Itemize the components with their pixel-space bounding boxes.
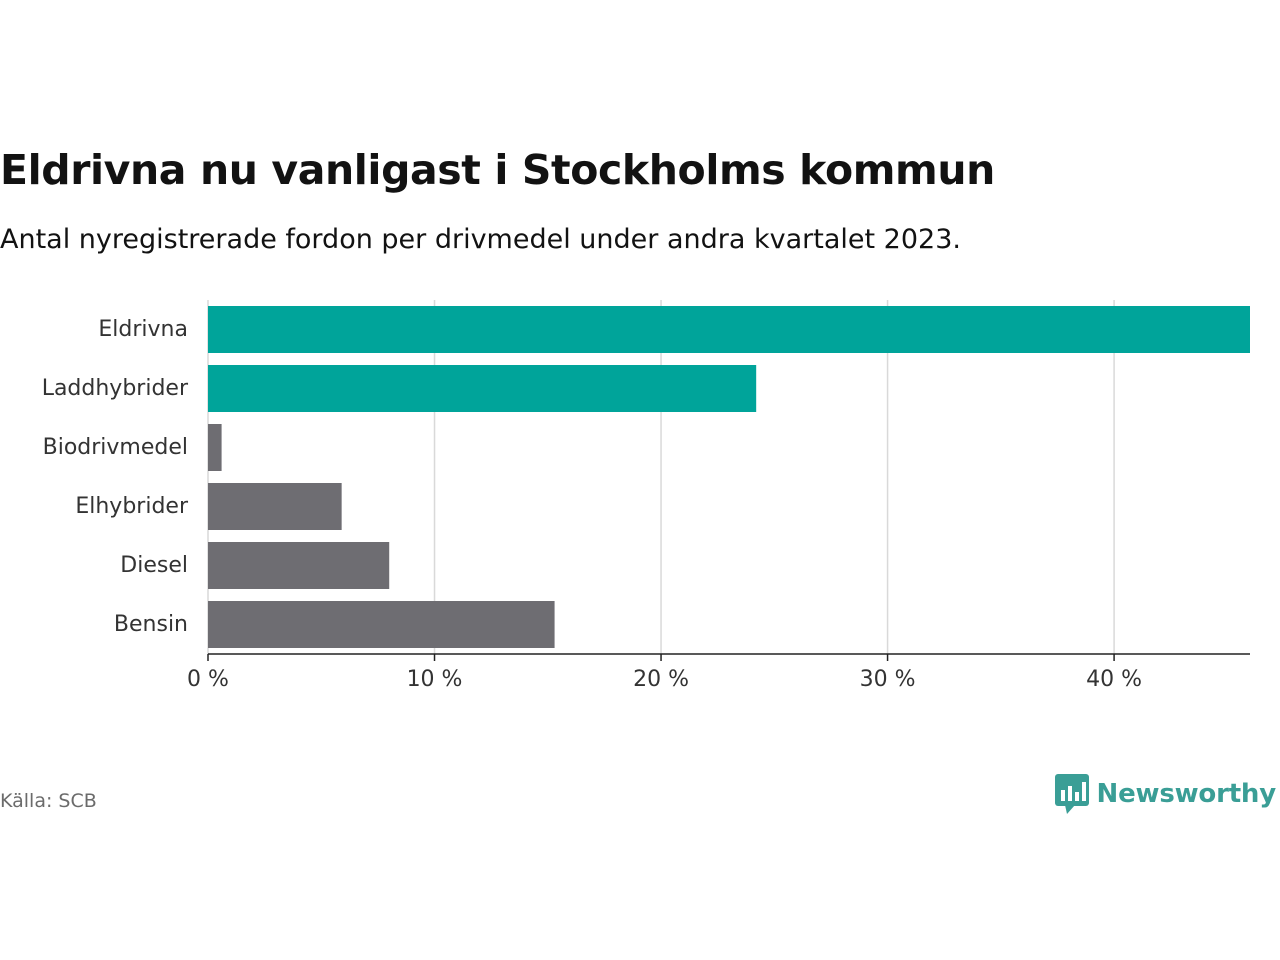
chart-title: Eldrivna nu vanligast i Stockholms kommu… [0,146,995,194]
bars [208,306,1250,648]
x-axis: 0 % 10 % 20 % 30 % 40 % [187,653,1250,692]
x-tick-label-10: 10 % [407,667,463,692]
source-note: Källa: SCB [0,790,97,812]
brand-name: Newsworthy [1096,779,1277,809]
category-label-diesel: Diesel [120,553,188,578]
category-label-biodrivmedel: Biodrivmedel [43,435,188,460]
category-label-elhybrider: Elhybrider [75,494,189,519]
bar-biodrivmedel [208,424,222,471]
x-tick-label-40: 40 % [1086,667,1142,692]
category-label-eldrivna: Eldrivna [98,317,188,342]
bar-elhybrider [208,483,342,530]
x-tick-label-20: 20 % [633,667,689,692]
newsworthy-logo-icon [1054,774,1089,814]
bar-eldrivna [208,306,1250,353]
bar-chart: Eldrivna Laddhybrider Biodrivmedel Elhybrid… [42,300,1250,692]
brand-logo: Newsworthy [1054,774,1277,814]
chart-subtitle: Antal nyregistrerade fordon per drivmede… [0,224,961,255]
category-label-laddhybrider: Laddhybrider [42,376,189,401]
bar-laddhybrider [208,365,757,412]
bar-bensin [208,601,555,648]
x-tick-label-30: 30 % [860,667,916,692]
x-tick-label-0: 0 % [187,667,229,692]
bar-diesel [208,542,390,589]
category-labels: Eldrivna Laddhybrider Biodrivmedel Elhybrid… [42,317,189,637]
gridlines [207,300,1115,654]
category-label-bensin: Bensin [114,612,188,637]
